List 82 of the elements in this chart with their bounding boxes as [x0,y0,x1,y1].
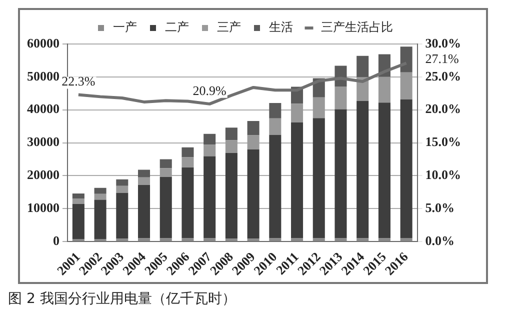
bar [356,100,369,238]
bar [400,46,412,72]
y-tick-label: 60000 [27,35,60,50]
bar [204,144,216,156]
y2-tick-label: 25.0% [425,68,461,84]
bar [269,238,282,242]
y-tick-label: 20000 [27,167,60,182]
bar [138,184,150,238]
bar [204,156,216,238]
bar [94,200,106,239]
y-tick-label: 40000 [27,101,60,116]
bar [334,238,347,242]
bar [72,238,84,242]
bar [225,128,238,140]
y-tick-label: 0 [53,232,60,248]
bar [247,135,260,150]
y-tick-label: 50000 [27,68,60,84]
y2-tick-label: 15.0% [425,134,461,150]
y-tick-label: 30000 [27,134,60,150]
bar [378,238,390,242]
bar [312,97,325,118]
bar [94,194,106,200]
y2-tick-label: 10.0% [425,167,461,182]
legend-label: 生活 [269,20,293,34]
legend-label: 三产生活占比 [321,20,393,34]
bar [269,102,282,118]
bar [160,159,172,168]
bar [247,121,260,136]
legend-label: 二产 [165,20,189,34]
bar [291,122,304,238]
bar [247,238,260,242]
bar [225,140,238,153]
bar [378,76,390,103]
bar [225,153,238,239]
bar [72,198,84,204]
bar [116,186,128,193]
bar [269,118,282,135]
bar [138,177,150,185]
y2-tick-label: 20.0% [425,101,461,116]
legend-label: 三产 [217,20,241,34]
bar [312,118,325,238]
y2-tick-label: 30.0% [425,35,461,50]
bar [72,194,84,199]
bar [312,238,325,242]
bar [378,102,390,238]
bar [182,167,194,238]
bar [291,104,304,122]
y-tick-label: 10000 [27,200,60,216]
bar [204,238,216,242]
data-label: 20.9% [192,82,227,98]
bar [269,134,282,238]
bar [160,238,172,242]
y2-tick-label: 0.0% [425,232,454,248]
data-label: 27.1% [425,51,459,66]
bar [400,72,412,100]
bar [182,147,194,158]
bar [94,238,106,242]
bar [291,238,304,242]
bar [138,238,150,242]
bar [400,99,412,238]
bar [334,109,347,238]
bar [182,157,194,168]
bar [94,188,106,194]
bar [116,238,128,242]
y2-tick-label: 5.0% [425,200,454,216]
bar [182,238,194,242]
bar [356,238,369,242]
bar [72,204,84,239]
bar [160,177,172,238]
legend-label: 一产 [113,20,137,34]
bar [247,149,260,239]
bar [356,56,369,78]
bar [225,238,238,242]
caption: 图 2 我国分行业用电量（亿千瓦时） [8,290,236,308]
bar [204,134,216,145]
bar [160,168,172,178]
bar [400,238,412,242]
bar [334,86,347,110]
bar [116,179,128,186]
bar [138,170,150,178]
data-label: 22.3% [62,74,96,89]
bar [116,192,128,239]
